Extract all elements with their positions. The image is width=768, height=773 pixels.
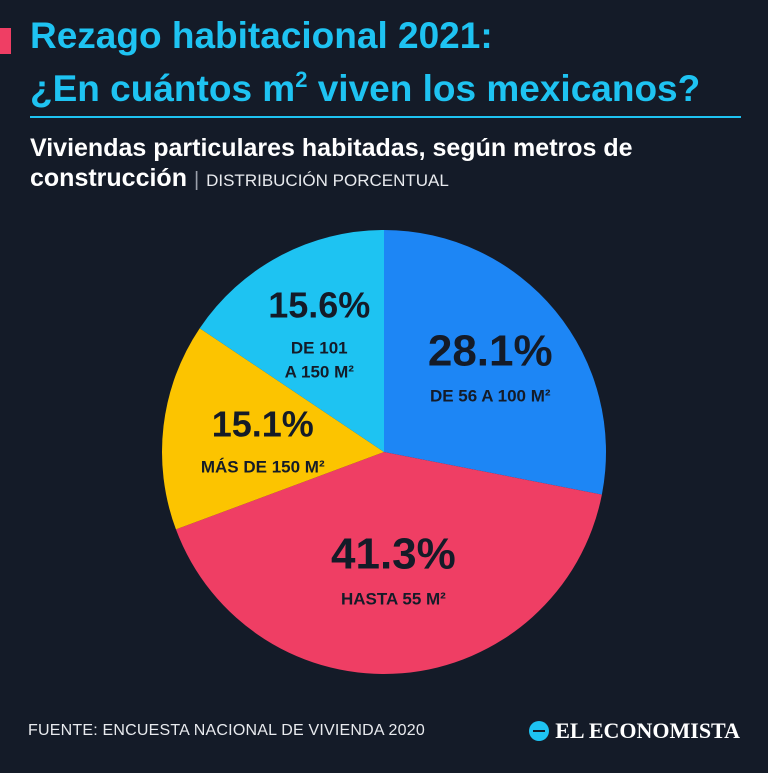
subtitle-line-1: Viviendas particulares habitadas, según … — [30, 134, 633, 162]
pie-slice-1 — [175, 452, 602, 675]
chart-subtitle: Viviendas particulares habitadas, según … — [30, 133, 750, 196]
title-line-2: ¿En cuántos m2 viven los mexicanos? — [30, 58, 750, 111]
slice-category-label-3-1: A 150 M² — [285, 362, 355, 381]
slice-category-label-1: HASTA 55 M² — [341, 589, 446, 608]
source-note: FUENTE: ENCUESTA NACIONAL DE VIVIENDA 20… — [28, 722, 425, 739]
slice-value-label-0: 28.1% — [428, 327, 553, 376]
title-line-2-end: viven los mexicanos? — [307, 68, 701, 109]
title-line-1: Rezago habitacional 2021: — [30, 15, 493, 56]
pie-slice-2 — [161, 328, 384, 530]
pie-slice-0 — [384, 230, 606, 495]
slice-category-label-3-0: DE 101 — [291, 338, 348, 357]
title-superscript: 2 — [295, 67, 308, 92]
title-divider — [30, 116, 741, 118]
accent-bar — [0, 28, 11, 54]
brand-logo: EL ECONOMISTA — [529, 718, 740, 744]
subtitle-line-2: construcción | DISTRIBUCIÓN PORCENTUAL — [30, 163, 750, 196]
subtitle-light-part: DISTRIBUCIÓN PORCENTUAL — [206, 171, 449, 190]
slice-category-label-0: DE 56 A 100 M² — [430, 387, 551, 406]
slice-value-label-3: 15.6% — [268, 284, 370, 325]
brand-name: EL ECONOMISTA — [555, 718, 740, 743]
title-line-2-start: ¿En cuántos m — [30, 68, 296, 109]
slice-value-label-2: 15.1% — [212, 403, 314, 444]
subtitle-bold-part: construcción — [30, 164, 187, 192]
slice-category-label-2: MÁS DE 150 M² — [201, 457, 325, 476]
slice-value-label-1: 41.3% — [331, 529, 456, 578]
page-title: Rezago habitacional 2021: ¿En cuántos m2… — [30, 14, 750, 111]
subtitle-separator: | — [193, 169, 200, 191]
pie-slice-3 — [199, 230, 384, 452]
brand-globe-icon — [529, 721, 550, 741]
